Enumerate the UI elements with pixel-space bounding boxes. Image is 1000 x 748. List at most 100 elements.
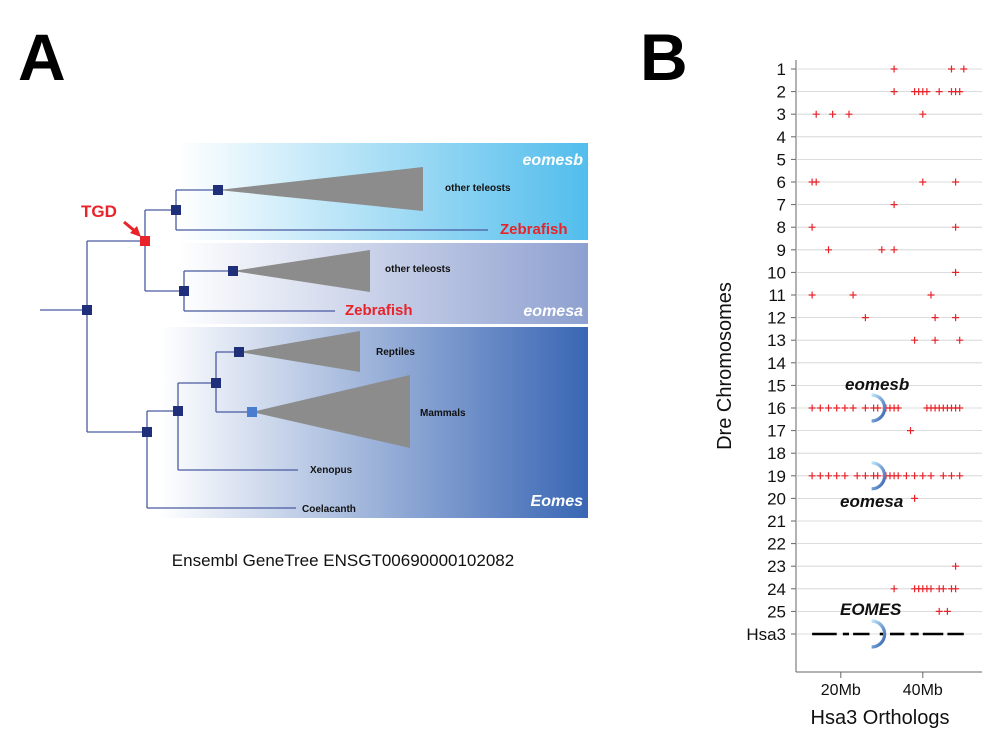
tgd-arrow-head <box>130 226 141 237</box>
chromosome-label-2: 2 <box>777 83 786 102</box>
ortholog-point <box>907 427 914 435</box>
x-tick-labels: 20Mb 40Mb <box>821 672 943 699</box>
node-mammals <box>247 407 257 417</box>
ortholog-point <box>952 223 960 231</box>
ortholog-point <box>874 472 882 480</box>
ortholog-point <box>919 178 927 186</box>
clade-label-eomesb: eomesb <box>523 152 584 169</box>
ortholog-point <box>894 404 902 412</box>
ortholog-point <box>825 472 832 480</box>
chromosome-label-6: 6 <box>777 173 786 192</box>
ortholog-point <box>841 404 849 412</box>
ortholog-point <box>841 472 849 480</box>
chromosome-label-19: 19 <box>767 467 786 486</box>
chromosome-label-16: 16 <box>767 399 786 418</box>
ortholog-point <box>849 291 857 299</box>
ortholog-point <box>816 472 824 480</box>
ortholog-point <box>861 314 869 322</box>
clade-label-eomes: Eomes <box>531 493 584 510</box>
ortholog-point <box>890 201 898 209</box>
ortholog-point <box>825 404 832 412</box>
ortholog-point <box>923 88 931 96</box>
ortholog-point <box>952 562 960 570</box>
ortholog-point <box>948 472 955 480</box>
gene-label-eomesa: eomesa <box>840 492 903 511</box>
ortholog-point <box>911 472 919 480</box>
chromosome-label-9: 9 <box>777 241 786 260</box>
chromosome-label-22: 22 <box>767 535 786 554</box>
chromosome-label-10: 10 <box>767 263 786 282</box>
ortholog-point <box>808 472 816 480</box>
ortholog-point <box>890 246 898 254</box>
ortholog-point <box>931 314 939 322</box>
triangle-mammals <box>252 375 410 448</box>
leaf-reptiles: Reptiles <box>376 347 415 358</box>
ortholog-point <box>952 178 960 186</box>
chromosome-label-4: 4 <box>777 128 786 147</box>
ortholog-point <box>829 110 837 118</box>
ortholog-point <box>808 404 816 412</box>
chromosome-label-24: 24 <box>767 580 786 599</box>
ortholog-point <box>960 65 968 73</box>
tree-branches <box>40 189 488 509</box>
gene-ring-eomes <box>871 619 887 649</box>
leaf-mammals: Mammals <box>420 408 466 419</box>
chromosome-label-23: 23 <box>767 557 786 576</box>
x-tick-label-40: 40Mb <box>903 682 943 699</box>
ortholog-point <box>948 65 955 73</box>
ortholog-point <box>956 336 964 344</box>
chromosome-label-1: 1 <box>777 60 786 79</box>
triangle-other-teleosts-b <box>218 167 423 211</box>
ortholog-point <box>808 291 816 299</box>
leaf-other-teleosts-a: other teleosts <box>385 264 451 275</box>
chromosome-label-11: 11 <box>768 286 786 305</box>
ortholog-point <box>911 336 919 344</box>
triangle-reptiles <box>239 331 360 372</box>
ortholog-point <box>845 110 853 118</box>
chromosome-label-8: 8 <box>777 218 786 237</box>
panel-a: A <box>18 20 588 570</box>
chromosome-label-21: 21 <box>767 512 786 531</box>
chromosome-label-25: 25 <box>767 602 786 621</box>
ortholog-point <box>833 472 841 480</box>
gene-markers <box>871 393 887 649</box>
ortholog-point <box>894 472 902 480</box>
chromosome-label-5: 5 <box>777 150 786 169</box>
ortholog-point <box>956 472 964 480</box>
ortholog-point <box>956 404 964 412</box>
ortholog-point <box>849 404 857 412</box>
chromosome-label-Hsa3: Hsa3 <box>746 625 786 644</box>
ortholog-point <box>861 472 869 480</box>
chromosome-label-13: 13 <box>767 331 786 350</box>
ortholog-point <box>935 607 943 615</box>
ortholog-point <box>952 268 960 276</box>
ortholog-point <box>878 246 886 254</box>
ortholog-point <box>956 88 964 96</box>
ortholog-point <box>935 88 943 96</box>
chromosome-label-20: 20 <box>767 489 786 508</box>
tree-nodes <box>82 185 244 437</box>
panel-a-caption: Ensembl GeneTree ENSGT00690000102082 <box>172 551 514 570</box>
ortholog-point <box>952 585 960 593</box>
gene-label-eomesb: eomesb <box>845 375 909 394</box>
leaf-zebrafish-b: Zebrafish <box>500 221 568 238</box>
ortholog-point <box>919 472 927 480</box>
tgd-label: TGD <box>81 202 117 221</box>
ortholog-point <box>927 585 935 593</box>
ortholog-point <box>874 404 882 412</box>
chromosome-label-7: 7 <box>777 196 786 215</box>
chromosome-label-17: 17 <box>767 422 786 441</box>
panel-b: B 12345678910111213141516171819202122232… <box>640 20 982 729</box>
gene-ring-eomesb <box>871 393 887 423</box>
x-axis-label: Hsa3 Orthologs <box>811 707 950 729</box>
ortholog-point <box>861 404 869 412</box>
ortholog-point <box>890 88 898 96</box>
ortholog-point <box>943 607 951 615</box>
y-axis-label: Dre Chromosomes <box>714 282 736 450</box>
leaf-coelacanth: Coelacanth <box>302 504 356 515</box>
chromosome-label-3: 3 <box>777 105 786 124</box>
clade-label-eomesa: eomesa <box>523 303 583 320</box>
chromosome-label-12: 12 <box>767 309 786 328</box>
ortholog-point <box>919 110 927 118</box>
